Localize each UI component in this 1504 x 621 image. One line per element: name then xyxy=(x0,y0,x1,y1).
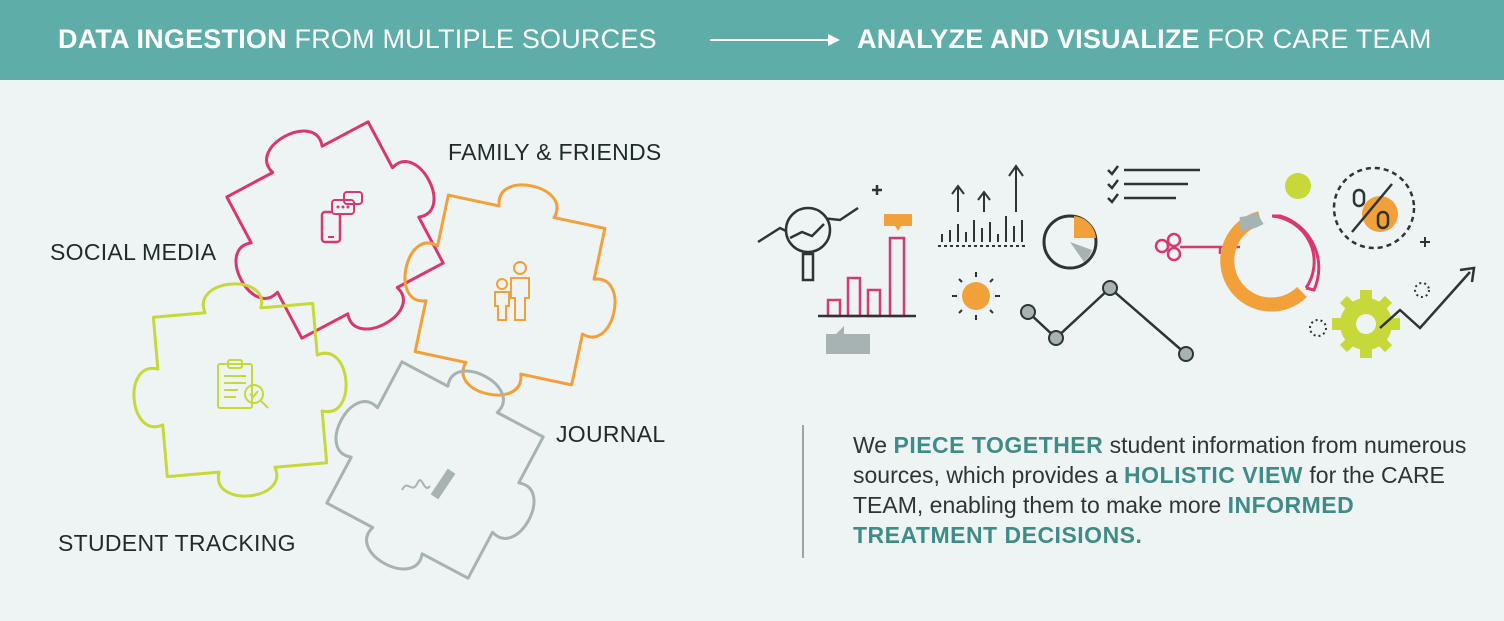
divider xyxy=(802,425,804,558)
orange-tag-icon xyxy=(884,214,912,226)
highlight-piece-together: PIECE TOGETHER xyxy=(893,432,1104,458)
analytics-illustration xyxy=(757,164,1476,362)
header-banner: DATA INGESTION FROM MULTIPLE SOURCES ANA… xyxy=(0,0,1504,80)
summary-text: We PIECE TOGETHER student information fr… xyxy=(853,432,1467,548)
banner-right-title: ANALYZE AND VISUALIZE FOR CARE TEAM xyxy=(857,24,1432,54)
line-graph-icon xyxy=(1020,280,1194,362)
chat-phone-icon xyxy=(320,191,363,244)
banner-left-title: DATA INGESTION FROM MULTIPLE SOURCES xyxy=(58,24,657,54)
label-family-friends: FAMILY & FRIENDS xyxy=(448,139,662,165)
trend-arrow-icon xyxy=(1379,266,1476,330)
highlight-holistic-view: HOLISTIC VIEW xyxy=(1124,462,1304,488)
student-tracking-piece xyxy=(132,282,348,498)
bar-chart-icon xyxy=(818,236,916,318)
label-social-media: SOCIAL MEDIA xyxy=(50,239,217,265)
histogram-icon xyxy=(938,216,1026,247)
magnifier-trend-icon xyxy=(757,185,882,282)
donut-chart-icon xyxy=(1220,211,1321,312)
sun-icon xyxy=(952,272,1000,320)
growth-arrows-icon xyxy=(951,164,1024,212)
journal-piece xyxy=(325,360,545,580)
checklist-icon xyxy=(1107,165,1200,204)
puzzle-diagram xyxy=(132,120,617,580)
label-journal: JOURNAL xyxy=(556,421,666,447)
label-student-tracking: STUDENT TRACKING xyxy=(58,530,296,556)
highlight-informed-decisions: INFORMED TREATMENT DECISIONS xyxy=(853,492,1355,548)
pie-chart-icon xyxy=(1042,214,1098,270)
percent-badge-icon xyxy=(1332,166,1430,250)
clipboard-search-icon xyxy=(217,359,269,409)
sparkle-icon xyxy=(1309,282,1430,337)
family-friends-piece xyxy=(403,183,617,397)
lime-dot-icon xyxy=(1285,173,1311,199)
gear-icon xyxy=(1332,290,1400,358)
gray-tag-icon xyxy=(826,334,870,354)
arrow-right-icon xyxy=(710,34,840,46)
family-icon xyxy=(494,261,530,321)
social-media-piece xyxy=(225,120,445,340)
pen-signature-icon xyxy=(401,468,456,500)
